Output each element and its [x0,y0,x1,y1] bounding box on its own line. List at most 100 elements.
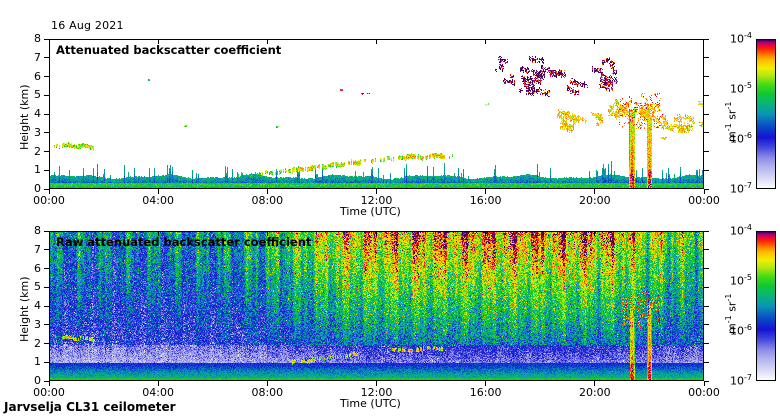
x-tick-mark-top [266,39,268,44]
x-tick-mark [48,189,50,194]
y-tick-mark [44,188,49,190]
x-tick-mark-top [594,39,596,44]
x-tick-label: 12:00 [360,386,393,399]
colorbar-bottom [756,231,776,381]
y-tick-mark [44,132,49,134]
y-tick-mark-right [704,268,709,269]
x-tick-label: 16:00 [469,194,502,207]
y-tick-mark [44,361,49,363]
y-tick-mark-right [704,324,709,326]
y-tick-label: 0 [34,374,41,387]
y-tick-mark-right [704,286,709,288]
x-tick-label: 04:00 [142,386,174,399]
y-tick-label: 6 [34,69,41,83]
x-tick-mark [703,381,705,386]
x-tick-label: 00:00 [33,386,65,399]
y-tick-label: 1 [34,355,41,369]
x-tick-mark [376,381,377,386]
colorbar-gradient-bottom [757,232,775,380]
x-tick-mark [157,189,159,194]
y-tick-mark-right [704,132,709,134]
colorbar-tick-label: 10-7 [730,373,752,388]
y-tick-label: 7 [34,50,41,64]
y-tick-label: 5 [34,88,41,102]
panel-title-raw-attenuated-backscatter: Raw attenuated backscatter coefficient [56,235,312,249]
y-tick-mark [44,268,49,269]
colorbar-tick-label: 10-6 [730,131,752,146]
x-tick-mark-top [485,39,487,44]
colorbar-tick-label: 10-5 [730,81,752,96]
y-tick-label: 2 [34,336,41,350]
x-axis-label-bottom: Time (UTC) [340,397,401,410]
y-tick-label: 6 [34,261,41,275]
backscatter-heatmap-raw [50,232,703,380]
instrument-label: Jarvselja CL31 ceilometer [4,400,176,414]
colorbar-tick-label: 10-7 [730,181,752,196]
y-tick-label: 4 [34,299,41,312]
plot-area-attenuated-backscatter [49,39,704,189]
y-tick-mark-right [704,94,709,96]
colorbar-unit-label-top: m-1 sr-1 [724,101,739,142]
x-tick-mark-top [485,231,487,236]
backscatter-heatmap-screened [50,40,703,188]
y-tick-mark-right [704,113,709,115]
x-tick-mark [703,189,705,194]
plot-area-raw-attenuated-backscatter [49,231,704,381]
y-tick-mark [44,38,49,40]
panel-title-attenuated-backscatter: Attenuated backscatter coefficient [56,43,282,57]
x-axis-label-top: Time (UTC) [340,205,401,218]
x-tick-label: 00:00 [688,194,720,207]
x-tick-label: 20:00 [578,194,611,207]
y-tick-mark-right [704,361,709,363]
x-tick-label: 04:00 [142,194,174,207]
y-tick-mark [44,94,49,96]
y-tick-label: 0 [34,182,41,195]
colorbar-unit-label-bottom: m-1 sr-1 [724,293,739,334]
y-tick-label: 8 [34,224,41,237]
y-tick-mark [44,76,49,77]
y-tick-mark-right [704,249,709,251]
y-tick-label: 5 [34,280,41,294]
x-tick-mark [594,189,596,194]
colorbar-tick-label: 10-6 [730,323,752,338]
y-tick-mark [44,230,49,232]
y-tick-mark-right [704,76,709,77]
y-tick-mark-right [704,188,709,190]
x-tick-mark [485,189,487,194]
x-tick-mark-top [376,231,377,236]
colorbar-tick-label: 10-4 [730,223,752,238]
x-tick-mark-top [266,231,268,236]
y-tick-label: 3 [34,125,41,139]
y-tick-mark [44,286,49,288]
x-tick-label: 08:00 [251,386,284,399]
colorbar-unit-text: m [725,131,739,142]
y-tick-mark-right [704,230,709,232]
y-tick-mark-right [704,169,709,171]
colorbar-tick-label: 10-5 [730,273,752,288]
y-tick-mark-right [704,38,709,40]
y-tick-label: 8 [34,32,41,45]
y-tick-label: 7 [34,242,41,256]
colorbar-top [756,39,776,189]
x-tick-label: 00:00 [33,194,65,207]
x-tick-label: 20:00 [578,386,611,399]
y-tick-label: 2 [34,144,41,158]
date-label: 16 Aug 2021 [51,19,124,32]
x-tick-mark [376,189,377,194]
x-tick-mark [594,381,596,386]
y-tick-label: 3 [34,317,41,331]
y-tick-mark [44,57,49,59]
x-tick-mark [157,381,159,386]
x-tick-mark-top [157,231,159,236]
y-tick-mark [44,169,49,171]
y-tick-mark-right [704,380,709,382]
y-tick-mark [44,380,49,382]
y-tick-mark [44,343,49,344]
y-tick-mark [44,151,49,152]
y-tick-label: 4 [34,107,41,120]
x-tick-label: 00:00 [688,386,720,399]
y-tick-mark [44,305,49,307]
x-tick-label: 12:00 [360,194,393,207]
x-tick-mark [266,189,268,194]
x-tick-mark [48,381,50,386]
